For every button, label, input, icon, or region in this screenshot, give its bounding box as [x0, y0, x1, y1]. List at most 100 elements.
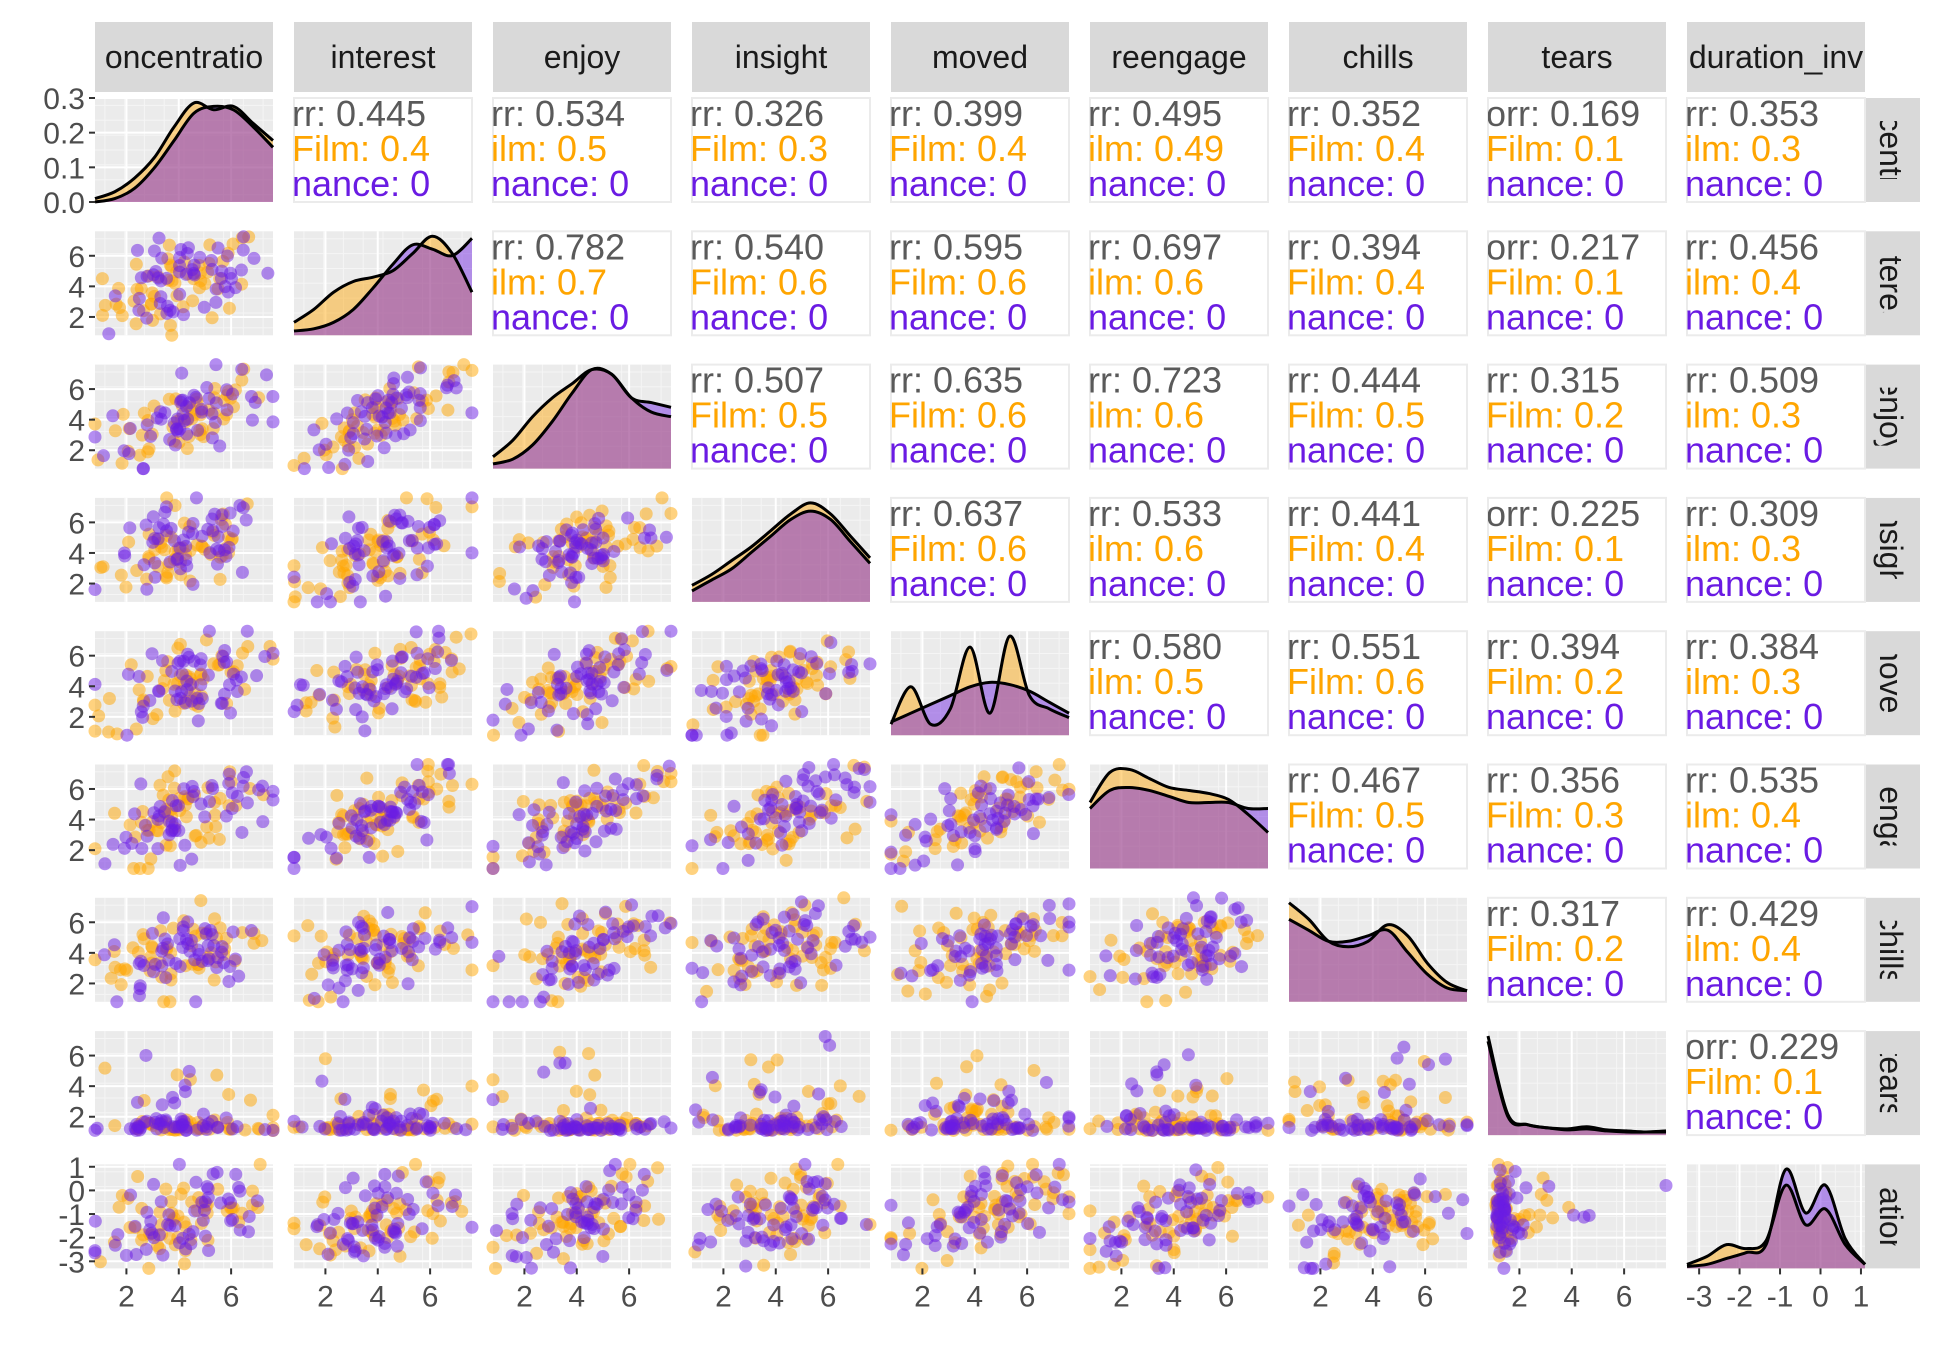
scatter-point-performance: [924, 812, 938, 826]
scatter-point-film: [441, 403, 455, 417]
scatter-point-performance: [136, 462, 150, 476]
scatter-panel-insight-interest: [287, 491, 479, 609]
scatter-point-performance: [128, 1219, 142, 1233]
scatter-point-performance: [205, 431, 219, 445]
scatter-point-performance: [119, 830, 133, 844]
scatter-point-film: [1028, 1198, 1042, 1212]
scatter-point-performance: [704, 934, 718, 948]
scatter-point-performance: [585, 557, 599, 571]
scatter-point-performance: [144, 429, 158, 443]
scatter-point-performance: [1138, 1233, 1152, 1247]
scatter-point-performance: [818, 1029, 832, 1043]
scatter-point-performance: [533, 1201, 547, 1215]
scatter-point-performance: [220, 403, 234, 417]
scatter-point-performance: [180, 246, 194, 260]
scatter-point-performance: [605, 694, 619, 708]
scatter-point-film: [104, 971, 118, 985]
scatter-point-film: [1300, 1104, 1314, 1118]
scatter-point-performance: [132, 303, 146, 317]
scatter-point-performance: [236, 501, 250, 515]
scatter-point-film: [385, 976, 399, 990]
scatter-point-film: [212, 832, 226, 846]
scatter-panel-duration_inv-interest: [287, 1157, 479, 1269]
corr-overall-text: rr: 0.356: [1486, 760, 1620, 801]
scatter-point-performance: [719, 659, 733, 673]
scatter-point-performance: [415, 785, 429, 799]
scatter-point-performance: [552, 688, 566, 702]
strip-right-label: interest: [1873, 231, 1909, 336]
scatter-point-performance: [425, 1116, 439, 1130]
scatter-point-performance: [1345, 1122, 1359, 1136]
scatter-point-performance: [965, 995, 979, 1009]
scatter-point-performance: [330, 851, 344, 865]
scatter-point-performance: [778, 671, 792, 685]
scatter-point-film: [704, 808, 718, 822]
scatter-point-film: [487, 728, 501, 742]
scatter-point-performance: [944, 792, 958, 806]
corr-performance-text: nance: 0: [1685, 696, 1823, 737]
scatter-point-performance: [1240, 913, 1254, 927]
scatter-point-performance: [175, 366, 189, 380]
scatter-point-performance: [198, 1229, 212, 1243]
scatter-point-performance: [412, 940, 426, 954]
scatter-point-performance: [979, 949, 993, 963]
scatter-point-performance: [751, 915, 765, 929]
scatter-point-performance: [1042, 898, 1056, 912]
scatter-point-performance: [121, 667, 135, 681]
scatter-point-performance: [1021, 1217, 1035, 1231]
scatter-point-film: [452, 662, 466, 676]
density-area-performance: [891, 682, 1069, 736]
scatter-point-performance: [117, 444, 131, 458]
corr-performance-text: nance: 0: [491, 163, 629, 204]
strip-top-label: reengage: [1111, 39, 1246, 75]
scatter-point-performance: [130, 1095, 144, 1109]
scatter-point-film: [330, 788, 344, 802]
scatter-panel-tears-reengage: [1083, 1031, 1275, 1137]
scatter-point-performance: [1189, 1163, 1203, 1177]
scatter-point-performance: [957, 1120, 971, 1134]
scatter-point-performance: [1108, 1235, 1122, 1249]
x-tick-label: 2: [118, 1280, 135, 1313]
scatter-point-performance: [1043, 912, 1057, 926]
scatter-point-performance: [361, 454, 375, 468]
scatter-point-film: [1241, 930, 1255, 944]
scatter-point-performance: [420, 559, 434, 573]
scatter-point-performance: [777, 910, 791, 924]
corr-overall-text: rr: 0.352: [1287, 93, 1421, 134]
scatter-point-performance: [355, 710, 369, 724]
x-tick-label: 6: [1218, 1280, 1235, 1313]
y-tick-label: 2: [68, 569, 85, 602]
corr-performance-text: nance: 0: [1685, 563, 1823, 604]
scatter-point-performance: [724, 726, 738, 740]
scatter-point-performance: [538, 1119, 552, 1133]
corr-performance-text: nance: 0: [690, 163, 828, 204]
scatter-point-performance: [563, 1234, 577, 1248]
scatter-point-performance: [732, 685, 746, 699]
corr-performance-text: nance: 0: [1685, 430, 1823, 471]
scatter-point-performance: [587, 936, 601, 950]
scatter-point-performance: [409, 625, 423, 639]
scatter-point-performance: [800, 919, 814, 933]
corr-film-text: Film: 0.1: [1486, 261, 1624, 302]
scatter-point-performance: [502, 995, 516, 1009]
scatter-point-performance: [148, 531, 162, 545]
scatter-point-performance: [177, 782, 191, 796]
scatter-point-film: [848, 822, 862, 836]
density-line-film: [492, 367, 672, 458]
scatter-point-performance: [802, 1232, 816, 1246]
scatter-point-performance: [226, 524, 240, 538]
scatter-point-performance: [526, 818, 540, 832]
scatter-point-performance: [361, 396, 375, 410]
scatter-point-performance: [638, 531, 652, 545]
scatter-point-performance: [189, 390, 203, 404]
scatter-panel-chills-moved: [891, 897, 1076, 1009]
y-tick-label: 4: [68, 805, 85, 838]
density-panel-chills: [1288, 897, 1468, 1002]
scatter-point-performance: [363, 682, 377, 696]
scatter-point-performance: [578, 844, 592, 858]
scatter-point-performance: [307, 423, 321, 437]
density-area-performance: [95, 106, 273, 202]
scatter-point-performance: [395, 650, 409, 664]
